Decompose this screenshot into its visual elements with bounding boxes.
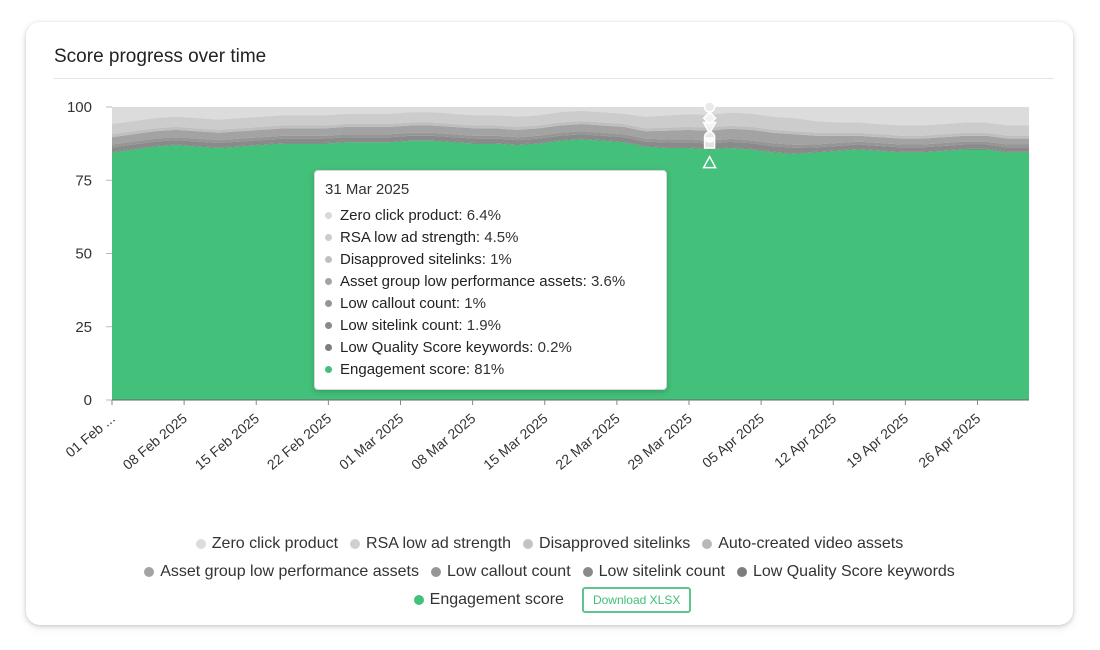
series-area[interactable]	[112, 107, 1029, 126]
tooltip-series-value: 3.6%	[586, 273, 626, 290]
tooltip-series-label: Disapproved sitelinks:	[340, 251, 486, 268]
tooltip-date: 31 Mar 2025	[325, 181, 410, 198]
x-tick-label: 29 Mar 2025	[624, 410, 695, 473]
legend-label: Disapproved sitelinks	[539, 535, 691, 552]
tooltip-row: Engagement score: 81%	[325, 359, 656, 381]
legend-item[interactable]: Low Quality Score keywords	[736, 563, 955, 581]
tooltip-row: Low Quality Score keywords: 0.2%	[325, 337, 656, 359]
legend-label: Low sitelink count	[598, 563, 725, 580]
tooltip-row: Low callout count: 1%	[325, 293, 656, 315]
legend-dot	[736, 567, 747, 577]
series-area[interactable]	[112, 131, 1029, 148]
series-area[interactable]	[112, 138, 1029, 154]
tooltip-series-value: 0.2%	[533, 339, 572, 356]
legend-row: Asset group low performance assets Low ca…	[26, 558, 1073, 586]
y-tick-label: 50	[75, 246, 92, 263]
legend-item[interactable]: Low sitelink count	[582, 563, 725, 581]
hover-marker	[703, 101, 716, 113]
chart-legend: Zero click product RSA low ad strength Dis…	[26, 530, 1073, 614]
legend-dot	[702, 539, 713, 549]
tooltip-row: Asset group low performance assets: 3.6%	[325, 271, 656, 293]
series-area[interactable]	[112, 110, 1029, 136]
legend-item[interactable]: RSA low ad strength	[350, 535, 511, 553]
x-tick-label: 22 Feb 2025	[264, 410, 335, 473]
legend-label: Engagement score	[429, 591, 564, 608]
legend-item[interactable]: Auto-created video assets	[702, 535, 903, 553]
legend-dot	[413, 595, 424, 605]
tooltip-rows: Zero click product: 6.4% RSA low ad stren…	[325, 205, 656, 381]
tooltip-series-dot	[325, 299, 332, 307]
tooltip-series-dot	[325, 321, 332, 329]
chart-tooltip: 31 Mar 2025 Zero click product: 6.4% RSA …	[314, 170, 667, 390]
tooltip-row: RSA low ad strength: 4.5%	[325, 227, 656, 249]
series-area[interactable]	[112, 121, 1029, 139]
x-tick-label: 01 Feb ...	[62, 410, 118, 460]
tooltip-row: Disapproved sitelinks: 1%	[325, 249, 656, 271]
legend-dot	[431, 567, 441, 577]
legend-dot	[523, 539, 534, 549]
y-tick-label: 100	[67, 99, 92, 116]
score-progress-card: Score progress over time 0 25 50 75 100 01 Fe…	[26, 22, 1073, 625]
tooltip-series-label: Zero click product:	[340, 207, 463, 224]
x-tick-label: 01 Mar 2025	[336, 410, 407, 473]
tooltip-series-value: 6.4%	[462, 207, 501, 224]
x-tick-label: 15 Mar 2025	[480, 410, 551, 473]
card-title: Score progress over time	[54, 46, 267, 67]
legend-item[interactable]: Engagement score	[413, 591, 564, 609]
legend-label: Asset group low performance assets	[160, 563, 419, 580]
legend-label: Low callout count	[447, 563, 571, 580]
tooltip-series-value: 1%	[485, 251, 512, 268]
legend-label: RSA low ad strength	[366, 535, 512, 552]
legend-item[interactable]: Disapproved sitelinks	[523, 535, 690, 553]
tooltip-series-value: 1.9%	[462, 317, 501, 334]
legend-row: Zero click product RSA low ad strength Dis…	[26, 530, 1073, 558]
tooltip-row: Zero click product: 6.4%	[325, 205, 656, 227]
legend-dot	[582, 567, 593, 577]
x-tick-label: 22 Mar 2025	[552, 410, 623, 473]
x-tick-label: 05 Apr 2025	[699, 410, 767, 471]
legend-label: Zero click product	[211, 535, 339, 552]
series-area[interactable]	[112, 134, 1029, 154]
x-tick-label: 19 Apr 2025	[843, 410, 911, 471]
legend-item[interactable]: Asset group low performance assets	[144, 563, 419, 581]
legend-label: Auto-created video assets	[718, 535, 904, 552]
tooltip-series-label: RSA low ad strength:	[340, 229, 481, 246]
tooltip-series-label: Low callout count:	[340, 295, 461, 312]
download-xlsx-button[interactable]: Download XLSX	[581, 587, 692, 613]
y-tick-label: 25	[75, 319, 92, 336]
x-tick-label: 12 Apr 2025	[771, 410, 839, 471]
x-tick-label: 26 Apr 2025	[915, 410, 983, 471]
tooltip-series-label: Low Quality Score keywords:	[340, 339, 534, 356]
tooltip-series-dot	[325, 255, 332, 263]
tooltip-series-value: 81%	[470, 361, 505, 378]
tooltip-series-dot	[325, 211, 332, 219]
hover-marker	[703, 137, 716, 149]
y-tick-label: 75	[75, 172, 92, 189]
tooltip-series-value: 4.5%	[480, 229, 519, 246]
legend-item[interactable]: Zero click product	[195, 535, 339, 553]
legend-row: Engagement score Download XLSX	[26, 586, 1073, 614]
tooltip-series-label: Engagement score:	[340, 361, 471, 378]
tooltip-series-label: Asset group low performance assets:	[340, 273, 587, 290]
legend-dot	[350, 539, 361, 549]
title-divider	[54, 78, 1054, 79]
hover-marker	[702, 155, 717, 169]
tooltip-series-dot	[325, 277, 332, 285]
legend-label: Low Quality Score keywords	[752, 563, 955, 580]
tooltip-series-dot	[325, 365, 332, 373]
series-area[interactable]	[112, 124, 1029, 145]
x-tick-label: 08 Feb 2025	[120, 410, 191, 473]
legend-dot	[195, 539, 206, 549]
hover-marker	[702, 121, 717, 136]
y-tick-label: 0	[84, 392, 92, 409]
legend-item[interactable]: Low callout count	[431, 563, 571, 581]
tooltip-series-value: 1%	[460, 295, 486, 312]
tooltip-series-label: Low sitelink count:	[340, 317, 463, 334]
legend-dot	[144, 567, 155, 577]
tooltip-row: Low sitelink count: 1.9%	[325, 315, 656, 337]
tooltip-series-dot	[325, 343, 332, 351]
x-tick-label: 15 Feb 2025	[192, 410, 263, 473]
tooltip-series-dot	[325, 233, 332, 241]
x-tick-label: 08 Mar 2025	[408, 410, 479, 473]
